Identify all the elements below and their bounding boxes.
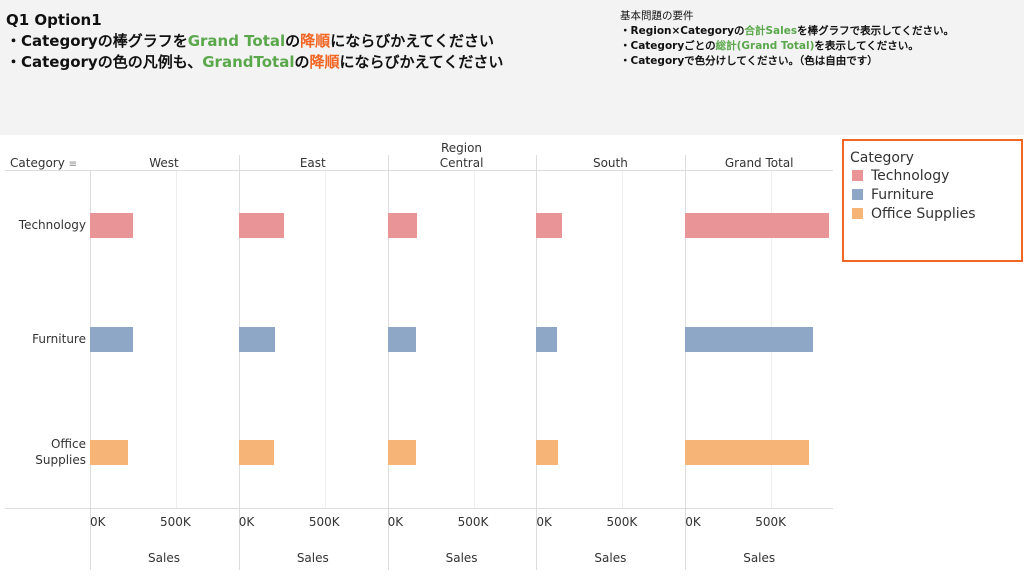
highlight-orange: 降順 bbox=[309, 53, 340, 71]
legend-swatch bbox=[852, 170, 863, 181]
bar-west-technology bbox=[90, 213, 134, 238]
axis-title: Sales bbox=[296, 551, 329, 565]
requirements: 基本問題の要件 ・Region×Categoryの合計Salesを棒グラフで表示… bbox=[620, 9, 954, 69]
highlight-green: 合計Sales bbox=[744, 25, 798, 37]
column-header-region: Region bbox=[440, 141, 483, 155]
requirements-title: 基本問題の要件 bbox=[620, 10, 694, 22]
gridline bbox=[324, 171, 326, 508]
question-title: Q1 Option1 bbox=[6, 11, 102, 29]
question-line-1: ・Categoryの棒グラフをGrand Totalの降順にならびかえてください bbox=[6, 31, 503, 52]
pane-header-west: West bbox=[149, 156, 179, 170]
gridline bbox=[176, 171, 178, 508]
legend: Category Technology Furniture Office Suppl… bbox=[842, 139, 1023, 262]
requirement-2: ・Categoryごとの総計(Grand Total)を表示してください。 bbox=[620, 39, 954, 54]
tick-label: 500K bbox=[755, 515, 787, 529]
gridline bbox=[473, 171, 475, 508]
text: の bbox=[294, 53, 310, 71]
pane-divider bbox=[238, 155, 240, 570]
tick-label: 0K bbox=[387, 515, 404, 529]
requirement-3: ・Categoryで色分けしてください。（色は自由です） bbox=[620, 55, 878, 67]
sort-icon[interactable]: ≡ bbox=[68, 159, 78, 170]
legend-title: Category bbox=[850, 150, 914, 166]
text: にならびかえてください bbox=[339, 53, 504, 71]
tick-label: 500K bbox=[457, 515, 489, 529]
pane-divider bbox=[387, 155, 389, 570]
bar-south-office-supplies bbox=[536, 440, 558, 465]
text: ・Categoryの色の凡例も、 bbox=[6, 53, 203, 71]
tick-label: 500K bbox=[308, 515, 340, 529]
row-header-label: Category bbox=[10, 156, 65, 170]
bar-south-technology bbox=[536, 213, 563, 238]
tick-label: 500K bbox=[606, 515, 638, 529]
highlight-green: Grand Total bbox=[187, 32, 286, 50]
row-label-office-supplies: Office Supplies bbox=[35, 437, 86, 467]
highlight-green: GrandTotal bbox=[202, 53, 295, 71]
pane-divider bbox=[536, 155, 538, 570]
legend-item-furniture[interactable]: Furniture bbox=[852, 185, 1021, 204]
highlight-green: 総計(Grand Total) bbox=[715, 40, 815, 52]
axis-title: Sales bbox=[594, 551, 627, 565]
instructions-panel: Q1 Option1 ・Categoryの棒グラフをGrand Totalの降順… bbox=[0, 0, 1024, 135]
requirement-1: ・Region×Categoryの合計Salesを棒グラフで表示してください。 bbox=[620, 24, 954, 39]
bar-grand-total-office-supplies bbox=[685, 440, 809, 465]
axis-title: Sales bbox=[743, 551, 776, 565]
legend-label: Office Supplies bbox=[871, 205, 976, 222]
bar-central-office-supplies bbox=[387, 440, 417, 465]
question-text: Q1 Option1 ・Categoryの棒グラフをGrand Totalの降順… bbox=[6, 10, 503, 73]
bar-east-office-supplies bbox=[238, 440, 275, 465]
pane-header-grand-total: Grand Total bbox=[724, 156, 794, 170]
bar-central-technology bbox=[387, 213, 418, 238]
bar-central-furniture bbox=[387, 327, 416, 352]
text: ・Categoryごとの bbox=[620, 40, 716, 52]
header-divider bbox=[5, 170, 833, 171]
bar-east-furniture bbox=[238, 327, 275, 352]
axis-title: Sales bbox=[148, 551, 180, 565]
text: を表示してください。 bbox=[814, 40, 919, 52]
tick-label: 0K bbox=[90, 515, 106, 529]
tick-label: 0K bbox=[685, 515, 701, 529]
axis-title: Sales bbox=[445, 551, 478, 565]
pane-divider bbox=[90, 170, 91, 570]
axis-divider bbox=[5, 508, 833, 509]
text: ・Categoryの棒グラフを bbox=[6, 32, 188, 50]
tick-label: 0K bbox=[238, 515, 255, 529]
legend-swatch bbox=[852, 208, 863, 219]
pane-header-south: South bbox=[592, 156, 628, 170]
bar-south-furniture bbox=[536, 327, 557, 352]
bar-east-technology bbox=[238, 213, 285, 238]
bar-west-office-supplies bbox=[90, 440, 128, 465]
bar-grand-total-furniture bbox=[685, 327, 813, 352]
text: の bbox=[285, 32, 301, 50]
pane-header-central: Central bbox=[439, 156, 484, 170]
text: ・Region×Categoryの bbox=[620, 25, 745, 37]
legend-item-office-supplies[interactable]: Office Supplies bbox=[852, 204, 1021, 223]
pane-divider bbox=[685, 155, 687, 570]
legend-swatch bbox=[852, 189, 863, 200]
tick-label: 500K bbox=[160, 515, 191, 529]
row-header-category[interactable]: Category ≡ bbox=[10, 156, 77, 170]
legend-label: Technology bbox=[871, 167, 950, 184]
question-line-2: ・Categoryの色の凡例も、GrandTotalの降順にならびかえてください bbox=[6, 52, 503, 73]
pane-header-east: East bbox=[299, 156, 326, 170]
row-label-technology: Technology bbox=[18, 218, 86, 232]
text: を棒グラフで表示してください。 bbox=[797, 25, 954, 37]
row-label-furniture: Furniture bbox=[32, 332, 86, 346]
highlight-orange: 降順 bbox=[300, 32, 331, 50]
legend-label: Furniture bbox=[871, 186, 934, 203]
legend-item-technology[interactable]: Technology bbox=[852, 166, 1021, 185]
bar-west-furniture bbox=[90, 327, 134, 352]
text: にならびかえてください bbox=[330, 32, 494, 50]
gridline bbox=[622, 171, 624, 508]
tick-label: 0K bbox=[536, 515, 552, 529]
bar-grand-total-technology bbox=[685, 213, 830, 238]
